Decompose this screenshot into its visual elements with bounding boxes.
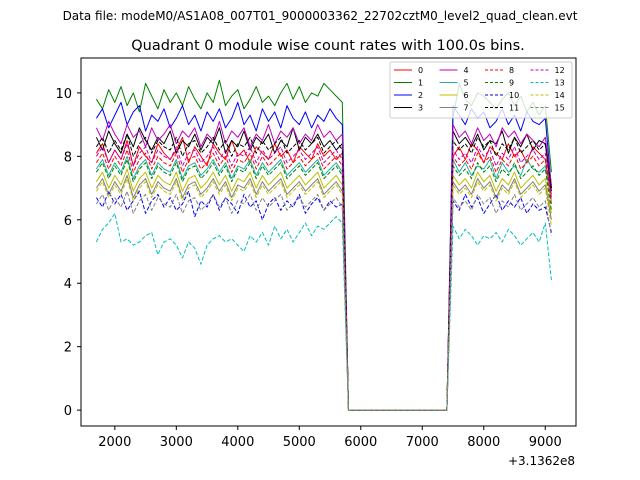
legend-label-5: 5 bbox=[464, 79, 469, 88]
series-line-15 bbox=[95, 190, 552, 411]
series-line-11 bbox=[95, 133, 552, 411]
x-tick-label: 2000 bbox=[98, 435, 131, 450]
x-tick-label: 9000 bbox=[529, 435, 562, 450]
legend-label-11: 11 bbox=[509, 104, 519, 113]
x-axis: 2000 3000 4000 5000 6000 7000 8000 9000 bbox=[98, 426, 562, 450]
legend-label-0: 0 bbox=[418, 66, 423, 75]
y-tick-label: 4 bbox=[64, 277, 72, 292]
y-tick-label: 2 bbox=[64, 341, 72, 356]
series-line-1 bbox=[95, 79, 552, 411]
y-axis: 0 2 4 6 8 10 bbox=[55, 87, 81, 419]
legend-label-4: 4 bbox=[464, 66, 469, 75]
x-tick-label: 3000 bbox=[160, 435, 193, 450]
y-tick-label: 0 bbox=[64, 404, 72, 419]
x-tick-label: 7000 bbox=[406, 435, 439, 450]
chart-title: Quadrant 0 module wise count rates with … bbox=[131, 38, 525, 54]
legend-label-9: 9 bbox=[509, 79, 514, 88]
y-tick-label: 8 bbox=[64, 150, 72, 165]
x-tick-label: 8000 bbox=[467, 435, 500, 450]
series-line-13 bbox=[95, 212, 552, 411]
plot-frame bbox=[80, 57, 577, 427]
legend-label-14: 14 bbox=[555, 91, 565, 100]
legend-label-13: 13 bbox=[555, 79, 565, 88]
legend-label-12: 12 bbox=[555, 66, 565, 75]
file-suptitle: Data file: modeM0/AS1A08_007T01_90000033… bbox=[63, 9, 578, 23]
series-line-6 bbox=[95, 168, 552, 411]
legend-label-8: 8 bbox=[509, 66, 514, 75]
series-line-3 bbox=[95, 127, 552, 411]
y-tick-label: 6 bbox=[64, 214, 72, 229]
x-tick-label: 4000 bbox=[221, 435, 254, 450]
series-line-0 bbox=[95, 136, 552, 411]
legend-label-15: 15 bbox=[555, 104, 565, 113]
legend-label-1: 1 bbox=[418, 79, 423, 88]
series-line-7 bbox=[95, 174, 552, 411]
series-line-10 bbox=[95, 190, 552, 411]
x-offset-label: +3.1362e8 bbox=[508, 454, 575, 468]
series-line-9 bbox=[95, 159, 552, 411]
legend-label-2: 2 bbox=[418, 91, 423, 100]
series-line-12 bbox=[95, 143, 552, 411]
legend-box bbox=[389, 61, 573, 119]
series-line-14 bbox=[95, 178, 552, 411]
series-line-8 bbox=[95, 149, 552, 411]
x-tick-label: 5000 bbox=[283, 435, 316, 450]
x-tick-label: 6000 bbox=[344, 435, 377, 450]
y-tick-label: 10 bbox=[55, 87, 72, 102]
legend-label-3: 3 bbox=[418, 104, 423, 113]
legend-label-6: 6 bbox=[464, 91, 469, 100]
series-line-4 bbox=[95, 120, 552, 411]
legend-label-7: 7 bbox=[464, 104, 469, 113]
legend-label-10: 10 bbox=[509, 91, 519, 100]
series-lines bbox=[95, 79, 552, 411]
